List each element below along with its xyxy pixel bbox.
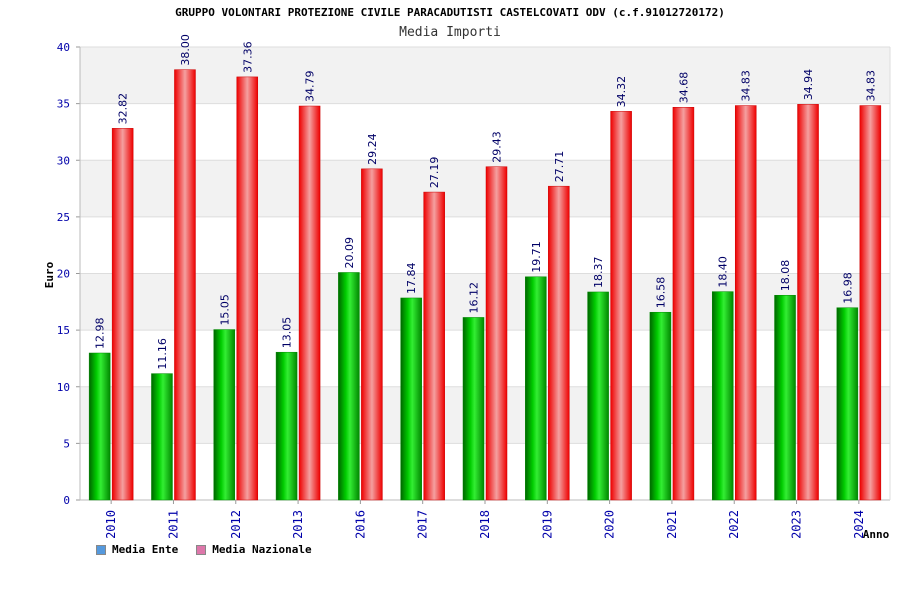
bar-ente xyxy=(836,307,859,501)
data-labels: 12.98 32.82 11.16 38.00 15.05 37.36 13.05 34.79… xyxy=(94,34,878,369)
y-tick-label: 10 xyxy=(57,381,70,394)
legend-label-ente: Media Ente xyxy=(112,543,179,556)
bar-nazionale xyxy=(859,105,882,501)
chart-title: GRUPPO VOLONTARI PROTEZIONE CIVILE PARAC… xyxy=(175,6,725,19)
bar-nazionale xyxy=(797,104,819,501)
legend-swatch-nazionale xyxy=(196,544,207,555)
y-tick-label: 5 xyxy=(63,437,70,450)
chart-subtitle: Media Importi xyxy=(399,25,501,40)
grid-band xyxy=(80,273,890,331)
data-label: 16.98 xyxy=(841,272,854,304)
x-tick-label: 2020 xyxy=(603,510,617,539)
data-label: 34.94 xyxy=(802,69,815,101)
y-tick-label: 30 xyxy=(57,154,70,167)
data-label: 18.08 xyxy=(779,260,792,292)
bar-nazionale xyxy=(361,168,383,501)
bar-nazionale xyxy=(298,105,321,501)
data-label: 18.40 xyxy=(717,256,730,288)
bars xyxy=(88,69,882,501)
bar-nazionale xyxy=(111,128,134,501)
data-label: 34.79 xyxy=(304,71,317,103)
data-label: 15.05 xyxy=(218,294,231,326)
x-tick-label: 2019 xyxy=(540,510,554,539)
bar-ente xyxy=(587,291,609,501)
bar-nazionale xyxy=(734,105,757,501)
bar-ente xyxy=(213,329,236,501)
data-label: 27.71 xyxy=(553,151,566,183)
legend: Media Ente Media Nazionale xyxy=(96,543,312,556)
bar-ente xyxy=(462,317,485,501)
x-tick-label: 2011 xyxy=(166,510,180,539)
data-label: 34.83 xyxy=(864,70,877,102)
data-label: 19.71 xyxy=(530,241,543,273)
legend-item-nazionale: Media Nazionale xyxy=(196,543,312,556)
data-label: 13.05 xyxy=(281,317,294,349)
grid-bands xyxy=(80,47,890,444)
bar-ente xyxy=(400,297,422,501)
y-tick-label: 35 xyxy=(57,98,70,111)
grid-band xyxy=(80,160,890,217)
bar-ente xyxy=(151,373,173,501)
bar-nazionale xyxy=(672,106,695,501)
bar-ente xyxy=(338,272,360,501)
y-tick-label: 0 xyxy=(63,494,70,507)
data-label: 29.43 xyxy=(491,131,504,163)
x-tick-label: 2021 xyxy=(665,510,679,539)
y-tick-label: 25 xyxy=(57,211,70,224)
bar-ente xyxy=(275,351,298,501)
data-label: 11.16 xyxy=(156,338,169,370)
data-label: 34.68 xyxy=(677,72,690,104)
data-label: 16.58 xyxy=(654,277,667,309)
y-tick-labels: 0 5 10 15 20 25 30 35 40 xyxy=(57,41,70,507)
data-label: 12.98 xyxy=(94,318,107,350)
y-tick-label: 15 xyxy=(57,324,70,337)
x-tick-label: 2018 xyxy=(478,510,492,539)
x-tick-label: 2012 xyxy=(229,510,243,539)
data-label: 37.36 xyxy=(241,41,254,73)
bar-ente xyxy=(88,352,111,501)
x-tick-label: 2013 xyxy=(291,510,305,539)
legend-label-nazionale: Media Nazionale xyxy=(212,543,312,556)
data-label: 34.32 xyxy=(615,76,628,108)
legend-swatch-ente xyxy=(96,544,106,555)
data-label: 32.82 xyxy=(117,93,130,124)
legend-item-ente: Media Ente xyxy=(96,543,178,556)
y-tick-label: 40 xyxy=(57,41,70,54)
data-label: 27.19 xyxy=(428,157,441,189)
bar-nazionale xyxy=(174,69,196,501)
x-tick-label: 2017 xyxy=(416,510,430,539)
bar-nazionale xyxy=(485,166,508,501)
data-label: 38.00 xyxy=(179,34,192,66)
x-tick-label: 2024 xyxy=(852,510,866,539)
data-label: 34.83 xyxy=(740,70,753,102)
bar-nazionale xyxy=(610,111,632,501)
x-tick-label: 2023 xyxy=(790,510,804,539)
x-tick-label: 2022 xyxy=(727,510,741,539)
grid-band xyxy=(80,386,890,444)
bar-ente xyxy=(774,294,796,501)
bar-ente xyxy=(525,276,547,501)
data-label: 16.12 xyxy=(468,282,481,314)
y-tick-label: 20 xyxy=(57,268,70,281)
data-label: 17.84 xyxy=(405,262,418,294)
data-label: 18.37 xyxy=(592,256,605,288)
data-label: 20.09 xyxy=(343,237,356,269)
x-tick-label: 2010 xyxy=(104,510,118,539)
bar-nazionale xyxy=(236,76,259,501)
bar-nazionale xyxy=(548,185,570,501)
bar-ente xyxy=(711,291,734,501)
x-axis-label: Anno xyxy=(863,528,890,541)
bar-nazionale xyxy=(423,191,445,501)
data-label: 29.24 xyxy=(366,133,379,165)
x-tick-labels: 2010 2011 2012 2013 2016 2017 2018 2019 2020 2021… xyxy=(104,500,866,539)
y-axis-label: Euro xyxy=(43,261,56,288)
x-tick-label: 2016 xyxy=(353,510,367,539)
grid-band xyxy=(80,47,890,104)
bar-ente xyxy=(649,311,672,501)
